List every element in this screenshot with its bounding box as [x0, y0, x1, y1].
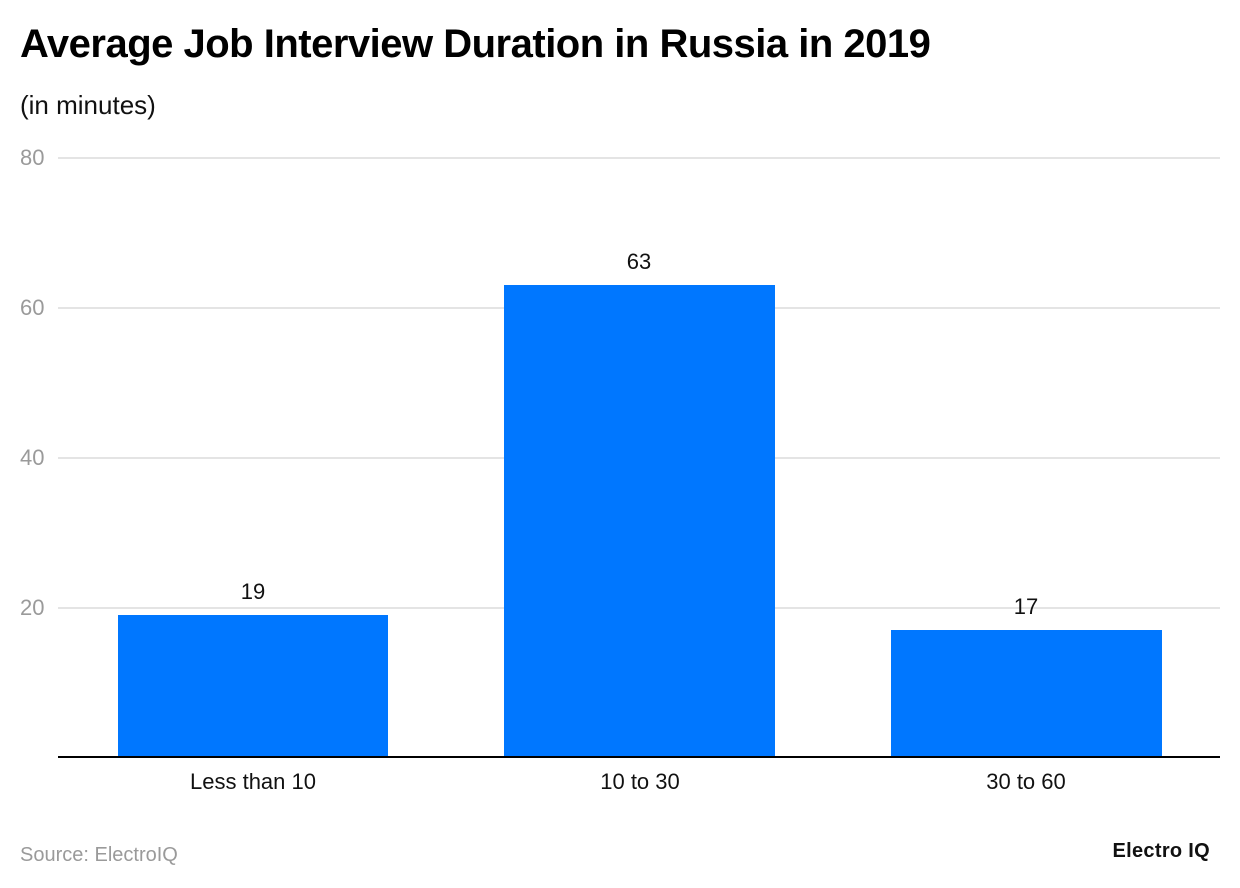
source-note: Source: ElectroIQ	[20, 844, 178, 866]
bar-30-to-60	[891, 630, 1162, 757]
y-tick-label: 20	[20, 595, 45, 620]
chart-title: Average Job Interview Duration in Russia…	[20, 22, 931, 66]
x-tick-label: 30 to 60	[986, 769, 1066, 794]
bar-10-to-30	[504, 285, 775, 757]
x-tick-label: 10 to 30	[600, 769, 680, 794]
y-tick-label: 80	[20, 145, 45, 170]
data-label: 17	[1013, 594, 1039, 619]
data-label: 63	[626, 249, 652, 274]
y-tick-label: 60	[20, 295, 45, 320]
data-label: 19	[240, 579, 266, 604]
gridline-80	[58, 157, 1220, 159]
chart-subtitle: (in minutes)	[20, 90, 156, 120]
y-tick-label: 40	[20, 445, 45, 470]
x-axis-line	[58, 756, 1220, 758]
x-tick-label: Less than 10	[190, 769, 316, 794]
brand-logo: Electro IQ	[1112, 840, 1210, 862]
bar-less-than-10	[118, 615, 388, 757]
